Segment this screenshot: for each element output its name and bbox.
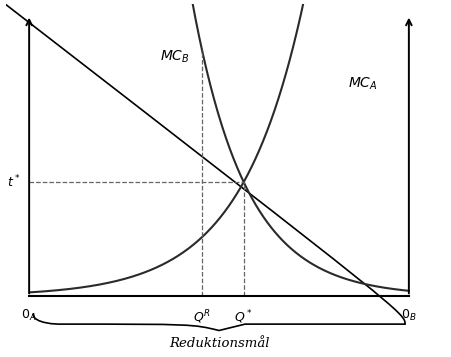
Text: $0_A$: $0_A$ (21, 308, 37, 323)
Text: $MC_B$: $MC_B$ (161, 49, 190, 65)
Text: $Q^R$: $Q^R$ (193, 308, 211, 326)
Text: $t^*$: $t^*$ (7, 174, 21, 190)
Text: $MC_A$: $MC_A$ (349, 76, 378, 92)
Text: Reduktionsmål: Reduktionsmål (169, 337, 269, 351)
Text: $Q^*$: $Q^*$ (235, 308, 253, 326)
Text: $0_B$: $0_B$ (401, 308, 417, 323)
